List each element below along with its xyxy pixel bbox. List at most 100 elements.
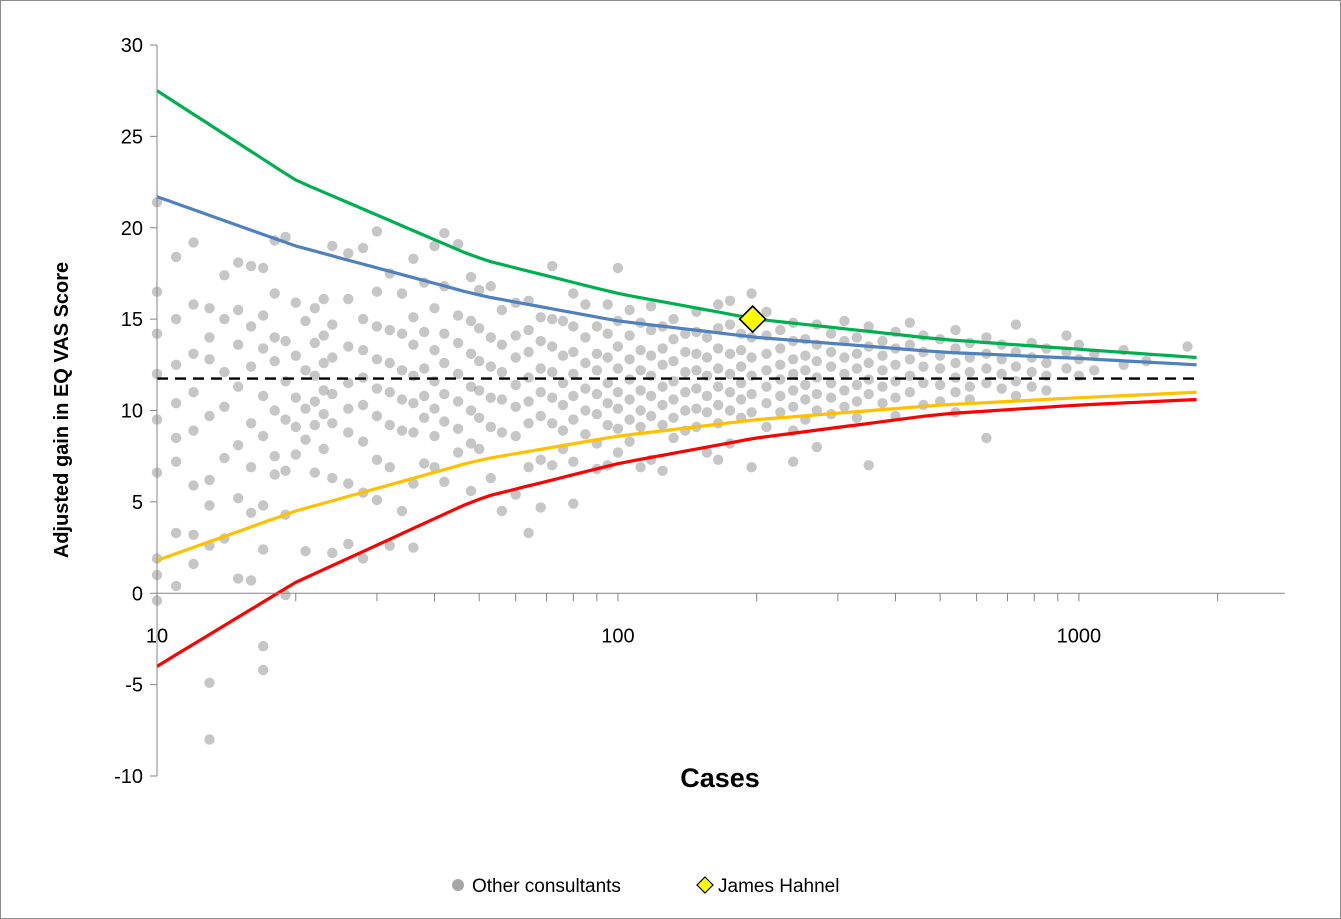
highlight-point-james-hahnel xyxy=(738,304,767,334)
data-point xyxy=(934,379,946,391)
data-point xyxy=(724,348,736,359)
data-point xyxy=(170,580,182,592)
data-point xyxy=(851,396,863,407)
data-point xyxy=(245,361,257,372)
data-point xyxy=(1041,357,1052,369)
data-point xyxy=(300,365,311,376)
data-point xyxy=(557,425,569,436)
data-point xyxy=(523,418,534,429)
data-point xyxy=(245,462,257,473)
data-point xyxy=(825,328,837,339)
data-point xyxy=(713,363,724,374)
data-point xyxy=(535,335,546,347)
data-point xyxy=(680,328,691,339)
data-point xyxy=(429,345,440,356)
data-point xyxy=(204,354,215,365)
data-point xyxy=(485,472,496,484)
data-point xyxy=(170,456,182,467)
data-point xyxy=(371,321,383,332)
lower-limit-inner-line xyxy=(156,390,1197,562)
data-point xyxy=(1026,366,1037,378)
data-point xyxy=(680,346,691,358)
data-point xyxy=(839,315,850,327)
data-point xyxy=(568,414,579,425)
data-point xyxy=(408,339,419,350)
data-point xyxy=(309,337,320,349)
data-point xyxy=(408,398,419,409)
data-point xyxy=(657,465,668,476)
data-point xyxy=(713,381,724,392)
x-axis-title: Cases xyxy=(680,763,760,793)
data-point xyxy=(547,260,558,272)
data-point xyxy=(701,352,713,363)
data-point xyxy=(645,410,657,422)
data-point xyxy=(713,299,724,310)
data-point xyxy=(474,385,485,396)
y-tick-label: 0 xyxy=(132,583,143,605)
data-point xyxy=(258,664,269,676)
data-point xyxy=(474,412,485,423)
data-point xyxy=(535,410,546,422)
data-point xyxy=(474,356,485,367)
data-point xyxy=(396,328,408,339)
data-point xyxy=(496,339,508,350)
data-point xyxy=(465,381,477,392)
y-tick-label: 5 xyxy=(132,492,143,514)
data-point xyxy=(371,354,383,365)
data-point xyxy=(474,284,485,296)
data-point xyxy=(825,346,837,358)
data-point xyxy=(280,589,291,601)
data-point xyxy=(635,365,646,376)
data-point xyxy=(357,345,369,356)
data-point xyxy=(568,288,579,299)
data-point xyxy=(775,390,786,402)
data-point xyxy=(624,394,635,405)
data-point xyxy=(465,438,477,449)
data-point xyxy=(245,321,257,332)
data-point xyxy=(811,372,822,383)
data-point xyxy=(839,352,850,363)
data-point xyxy=(233,339,244,350)
data-point xyxy=(327,240,338,252)
data-point xyxy=(188,237,199,248)
data-point xyxy=(419,412,430,423)
data-point xyxy=(204,410,215,422)
data-point xyxy=(170,432,182,444)
y-tick-label: -10 xyxy=(114,766,143,788)
data-point xyxy=(580,405,591,416)
data-point xyxy=(691,348,702,359)
data-point xyxy=(904,387,916,398)
data-point xyxy=(657,419,668,431)
data-point xyxy=(761,398,772,409)
data-point xyxy=(877,398,888,409)
data-point xyxy=(408,312,419,323)
data-point xyxy=(724,368,736,380)
data-point xyxy=(1061,363,1072,374)
points-layer xyxy=(151,197,1193,745)
axes: -10 -5 0 5 10 15 20 25 30 10 100 1000 xyxy=(114,35,1285,788)
data-point xyxy=(371,494,383,506)
data-point xyxy=(612,387,624,398)
data-point xyxy=(258,544,269,555)
data-point xyxy=(851,332,863,343)
data-point xyxy=(357,242,369,254)
data-point xyxy=(735,345,747,356)
data-point xyxy=(624,414,635,425)
data-point xyxy=(761,348,772,359)
data-point xyxy=(811,388,822,400)
data-point xyxy=(384,357,395,369)
data-point xyxy=(233,573,244,584)
data-point xyxy=(384,540,395,551)
data-point xyxy=(964,381,975,392)
data-point xyxy=(429,303,440,314)
data-point xyxy=(496,366,508,378)
data-point xyxy=(523,527,534,539)
data-point xyxy=(1089,365,1100,376)
data-point xyxy=(485,361,496,372)
data-point xyxy=(419,390,430,402)
data-point xyxy=(452,423,464,434)
data-point xyxy=(290,421,301,433)
data-point xyxy=(904,370,916,381)
data-point xyxy=(612,363,624,374)
data-point xyxy=(309,419,320,431)
